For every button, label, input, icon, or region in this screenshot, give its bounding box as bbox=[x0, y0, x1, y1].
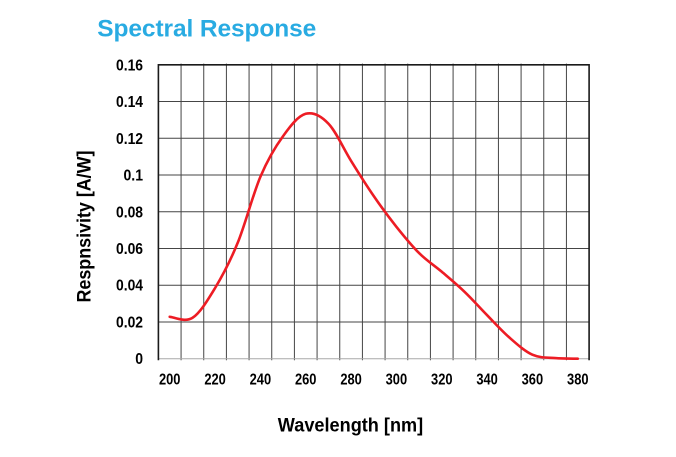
svg-text:300: 300 bbox=[386, 372, 408, 389]
svg-text:200: 200 bbox=[159, 372, 181, 389]
svg-text:Respnsivity [A/W]: Respnsivity [A/W] bbox=[74, 151, 95, 303]
svg-text:0.16: 0.16 bbox=[116, 57, 143, 74]
svg-text:380: 380 bbox=[567, 372, 589, 389]
svg-text:0.1: 0.1 bbox=[124, 168, 144, 185]
svg-text:0.14: 0.14 bbox=[116, 94, 143, 111]
svg-text:0.02: 0.02 bbox=[116, 315, 143, 332]
svg-text:340: 340 bbox=[476, 372, 498, 389]
svg-text:320: 320 bbox=[431, 372, 453, 389]
svg-text:280: 280 bbox=[340, 372, 362, 389]
svg-text:0.08: 0.08 bbox=[116, 204, 143, 221]
svg-text:260: 260 bbox=[295, 372, 317, 389]
svg-text:0.12: 0.12 bbox=[116, 131, 143, 148]
svg-text:360: 360 bbox=[522, 372, 544, 389]
svg-text:0.04: 0.04 bbox=[116, 278, 143, 295]
svg-text:Wavelength [nm]: Wavelength [nm] bbox=[278, 416, 423, 437]
svg-text:0: 0 bbox=[135, 351, 143, 368]
svg-text:220: 220 bbox=[204, 372, 226, 389]
svg-text:240: 240 bbox=[250, 372, 272, 389]
svg-text:0.06: 0.06 bbox=[116, 241, 143, 258]
svg-text:Spectral Response: Spectral Response bbox=[97, 16, 316, 43]
